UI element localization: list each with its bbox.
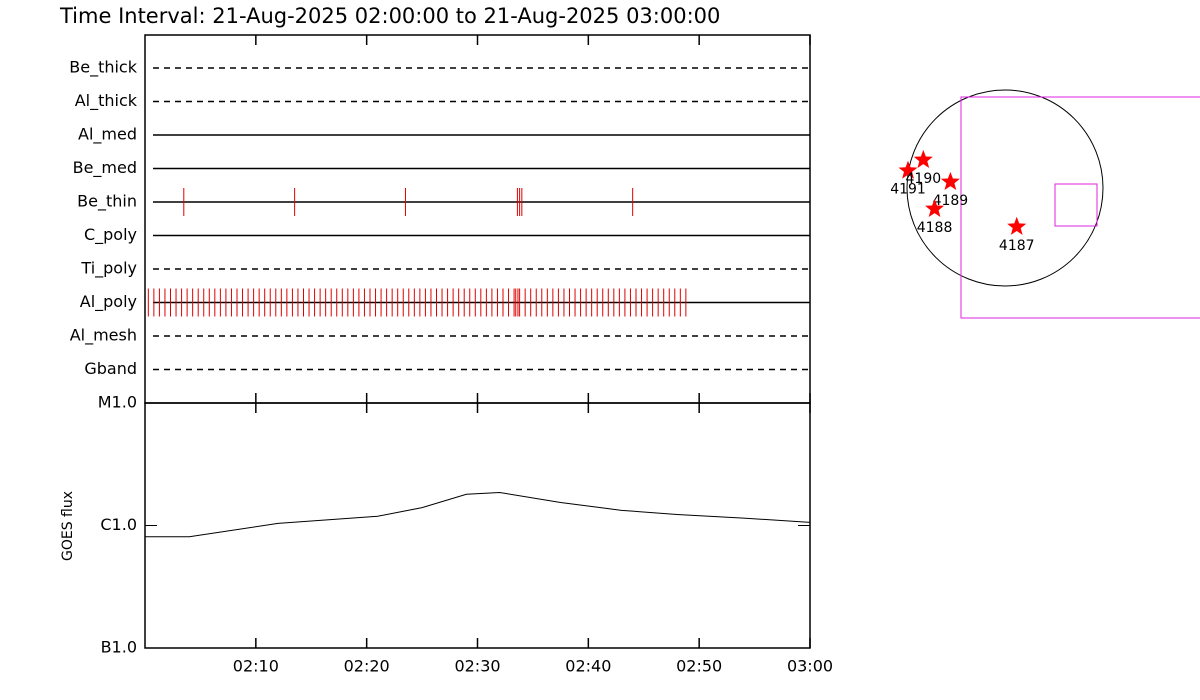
top-frame: [144, 34, 811, 404]
row-label: Al_med: [78, 125, 137, 145]
solar-disk: [906, 89, 1104, 287]
row-label: Al_poly: [80, 292, 137, 312]
row-label: Ti_poly: [80, 259, 137, 279]
row-label: Gband: [84, 359, 137, 378]
active-region: [940, 171, 960, 190]
region-label: 4189: [933, 193, 969, 209]
region-label: 4188: [917, 220, 953, 236]
row-label: Al_mesh: [70, 326, 137, 346]
region-label: 4187: [999, 238, 1035, 254]
active-region: [925, 198, 945, 217]
fov-small: [1054, 183, 1098, 227]
y-tick-label: C1.0: [100, 515, 137, 534]
x-tick-label: 02:10: [233, 657, 279, 676]
x-tick-label: 02:50: [676, 657, 722, 676]
fov-large: [960, 96, 1200, 319]
x-tick-label: 03:00: [787, 657, 833, 676]
chart-title: Time Interval: 21-Aug-2025 02:00:00 to 2…: [59, 4, 720, 28]
x-tick-label: 02:20: [344, 657, 390, 676]
region-label: 4191: [890, 182, 926, 198]
region-label: 4190: [906, 171, 942, 187]
y-axis-label: GOES flux: [60, 491, 76, 561]
row-label: Be_thick: [69, 58, 137, 78]
row-label: Be_med: [73, 158, 137, 178]
y-tick-label: B1.0: [101, 638, 137, 657]
x-tick-label: 02:30: [454, 657, 500, 676]
bottom-frame: [144, 402, 811, 649]
row-label: C_poly: [84, 225, 137, 245]
active-region: [898, 160, 918, 179]
row-label: Al_thick: [75, 91, 138, 111]
y-tick-label: M1.0: [98, 393, 137, 412]
x-tick-label: 02:40: [565, 657, 611, 676]
row-label: Be_thin: [77, 192, 137, 212]
active-region: [913, 149, 933, 168]
goes-line: [145, 491, 811, 538]
active-region: [1007, 216, 1027, 235]
